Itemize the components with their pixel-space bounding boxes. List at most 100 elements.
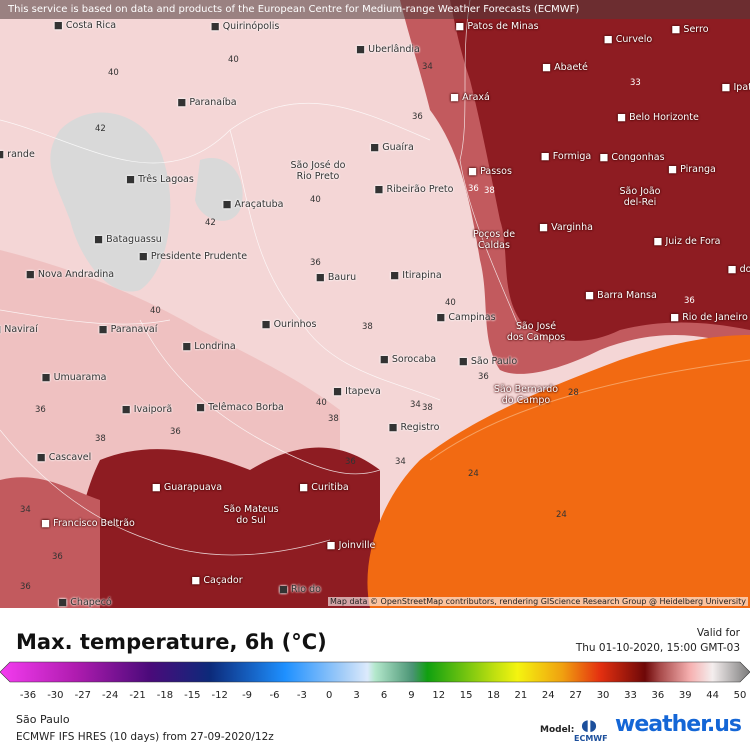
ecmwf-logo-mark: ◖◗ xyxy=(581,716,597,734)
scale-tick-label: -18 xyxy=(156,690,174,701)
isotherm-value: 38 xyxy=(362,322,373,332)
scale-tick-label: -12 xyxy=(211,690,228,701)
city-label: ■ Nova Andradina xyxy=(25,269,115,280)
isotherm-value: 36 xyxy=(412,112,423,122)
city-label: São José do Rio Preto xyxy=(290,160,346,182)
scale-tick-label: 30 xyxy=(596,690,610,701)
city-label: ■ Ivaiporã xyxy=(121,404,173,415)
valid-datetime: Thu 01-10-2020, 15:00 GMT-03 xyxy=(575,642,740,654)
weather-us-logo[interactable]: weather.us xyxy=(615,712,742,737)
city-label: ■ dos xyxy=(727,264,750,275)
ecmwf-logo[interactable]: ◖◗ ECMWF xyxy=(574,716,608,746)
isotherm-value: 38 xyxy=(484,186,495,196)
city-label: ■ São Paulo xyxy=(458,356,518,367)
city-label: ■ Paranavaí xyxy=(98,324,158,335)
isotherm-value: 34 xyxy=(20,505,31,515)
scale-tick-label: 33 xyxy=(624,690,637,701)
isotherm-value: 40 xyxy=(445,298,456,308)
scale-tick-label: 3 xyxy=(353,690,360,701)
map-attribution[interactable]: Map data © OpenStreetMap contributors, r… xyxy=(328,597,748,606)
city-label: ■ Itapeva xyxy=(333,386,381,397)
city-label: ■ Registro xyxy=(388,422,440,433)
isotherm-value: 36 xyxy=(478,372,489,382)
city-label: ■ Sorocaba xyxy=(379,354,437,365)
isotherm-value: 38 xyxy=(422,403,433,413)
city-label: ■ Ipati xyxy=(721,82,750,93)
isotherm-value: 36 xyxy=(20,582,31,592)
isotherm-value: 28 xyxy=(568,388,579,398)
isotherm-value: 40 xyxy=(310,195,321,205)
isotherm-value: 36 xyxy=(35,405,46,415)
valid-time: Valid for Thu 01-10-2020, 15:00 GMT-03 xyxy=(576,626,740,656)
isotherm-value: 36 xyxy=(170,427,181,437)
scale-tick-label: 18 xyxy=(487,690,500,701)
model-label: Model: xyxy=(540,725,575,735)
city-label: ■ Naviraí xyxy=(0,324,38,335)
isotherm-value: 36 xyxy=(52,552,63,562)
city-label: São José dos Campos xyxy=(506,321,566,343)
isotherm-value: 34 xyxy=(395,457,406,467)
map-title: Max. temperature, 6h (°C) xyxy=(16,630,327,654)
model-run: ECMWF IFS HRES (10 days) from 27-09-2020… xyxy=(16,731,274,743)
scale-tick-label: 39 xyxy=(678,690,692,701)
isotherm-value: 34 xyxy=(422,62,433,72)
city-label: ■ Cascavel xyxy=(36,452,92,463)
scale-tick-label: -15 xyxy=(184,690,201,701)
city-label: ■ Varginha xyxy=(539,222,593,233)
city-label: ■ Piranga xyxy=(668,164,716,175)
scale-tick-label: -3 xyxy=(296,690,307,701)
isotherm-value: 42 xyxy=(205,218,216,228)
scale-tick-label: 15 xyxy=(459,690,473,701)
city-label: ■ Londrina xyxy=(182,341,236,352)
location-name: São Paulo xyxy=(16,713,70,726)
no-data-area xyxy=(50,112,171,292)
city-label: ■ Uberlândia xyxy=(356,44,420,55)
scale-tick-label: 27 xyxy=(569,690,583,701)
scale-tick-label: -9 xyxy=(242,690,253,701)
city-label: ■ Curitiba xyxy=(299,482,349,493)
ocean-area xyxy=(367,335,750,608)
city-label: ■ rande xyxy=(0,149,35,160)
city-label: ■ Ribeirão Preto xyxy=(374,184,454,195)
isotherm-value: 24 xyxy=(556,510,567,520)
city-label: ■ Belo Horizonte xyxy=(617,112,699,123)
scale-tick-label: -6 xyxy=(269,690,280,701)
city-label: ■ Presidente Prudente xyxy=(138,251,248,262)
city-label: ■ Araxá xyxy=(450,92,490,103)
city-label: ■ Joinville xyxy=(326,540,376,551)
isotherm-value: 36 xyxy=(310,258,321,268)
scale-tick-label: 44 xyxy=(706,690,719,701)
city-label: ■ Umuarama xyxy=(41,372,107,383)
city-label: ■ Costa Rica xyxy=(53,20,117,31)
city-label: ■ Guarapuava xyxy=(151,482,223,493)
city-label: ■ Bauru xyxy=(315,272,357,283)
scale-tick-label: 21 xyxy=(514,690,528,701)
scale-tick-label: -30 xyxy=(47,690,64,701)
city-label: São João del-Rei xyxy=(619,186,661,208)
city-label: ■ Três Lagoas xyxy=(126,174,194,185)
ecmwf-logo-text: ECMWF xyxy=(574,734,608,743)
city-label: ■ Juiz de Fora xyxy=(653,236,721,247)
city-label: ■ Francisco Beltrão xyxy=(41,518,135,529)
scale-tick-label: 12 xyxy=(432,690,446,701)
scale-tick-label: 50 xyxy=(733,690,747,701)
city-label: ■ Abaeté xyxy=(542,62,588,73)
isotherm-value: 38 xyxy=(328,414,339,424)
city-label: ■ Formiga xyxy=(540,151,592,162)
color-scale-bar xyxy=(0,661,750,683)
city-label: ■ Araçatuba xyxy=(222,199,284,210)
city-label: ■ Barra Mansa xyxy=(585,290,657,301)
isotherm-value: 40 xyxy=(316,398,327,408)
scale-tick-label: 36 xyxy=(651,690,665,701)
city-label: ■ Patos de Minas xyxy=(455,21,539,32)
city-label: ■ Bataguassu xyxy=(94,234,162,245)
city-label: ■ Caçador xyxy=(191,575,243,586)
scale-tick-label: 9 xyxy=(408,690,415,701)
scale-tick-label: 6 xyxy=(380,690,388,701)
temperature-field xyxy=(0,0,750,608)
city-label: ■ Congonhas xyxy=(599,152,665,163)
isotherm-value: 40 xyxy=(150,306,161,316)
valid-label: Valid for xyxy=(696,627,740,639)
isotherm-value: 33 xyxy=(630,78,641,88)
weather-map[interactable]: ■ Costa Rica ■ Quirinópolis ■ Patos de Min… xyxy=(0,0,750,608)
